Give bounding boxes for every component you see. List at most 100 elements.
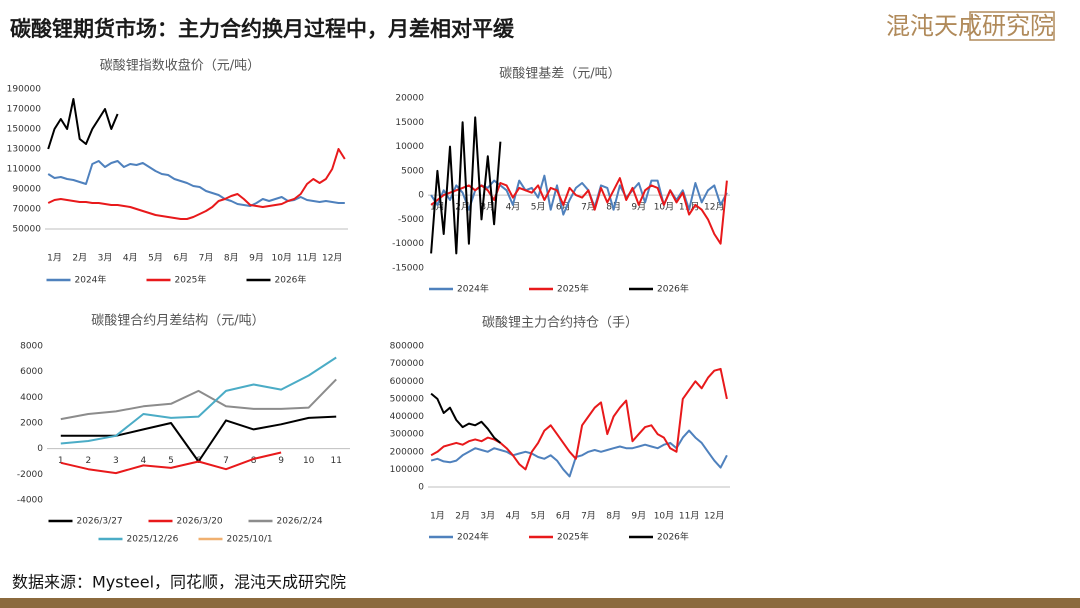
legend-label: 2026/3/20 — [177, 517, 223, 527]
y-tick-label: 400000 — [390, 412, 425, 422]
y-tick-label: 600000 — [390, 377, 425, 387]
logo: 混沌天成研究院 — [886, 12, 1054, 40]
legend-label: 2024年 — [457, 531, 489, 543]
x-tick-label: 2 — [85, 456, 91, 466]
y-tick-label: 70000 — [12, 205, 41, 215]
series-line — [60, 451, 282, 475]
x-tick-label: 6月 — [556, 511, 571, 522]
y-tick-label: 5000 — [401, 166, 424, 176]
x-tick-label: 5月 — [531, 511, 546, 522]
y-tick-label: 500000 — [390, 394, 425, 404]
x-tick-label: 2月 — [72, 253, 87, 264]
x-tick-label: 11 — [331, 456, 342, 466]
y-tick-label: 130000 — [7, 145, 42, 155]
y-tick-label: 200000 — [390, 447, 425, 457]
legend-label: 2025年 — [557, 531, 589, 543]
legend-label: 2024年 — [75, 274, 107, 286]
y-tick-label: -2000 — [17, 470, 43, 480]
y-tick-label: 8000 — [20, 342, 43, 352]
y-tick-label: 50000 — [12, 225, 41, 235]
x-tick-label: 7月 — [581, 511, 596, 522]
x-tick-label: 3月 — [480, 511, 495, 522]
x-tick-label: 6月 — [556, 202, 571, 213]
x-tick-label: 5 — [168, 456, 174, 466]
x-tick-label: 4月 — [123, 253, 138, 264]
x-tick-label: 8月 — [606, 511, 621, 522]
x-tick-label: 12月 — [704, 511, 724, 522]
y-tick-label: 0 — [37, 444, 43, 454]
legend-label: 2026/3/27 — [77, 517, 123, 527]
x-tick-label: 1月 — [430, 511, 445, 522]
x-tick-label: 12月 — [322, 253, 342, 264]
x-tick-label: 4月 — [506, 202, 521, 213]
series-line — [60, 378, 337, 421]
chart-title: 碳酸锂主力合约持仓（手） — [482, 316, 638, 331]
x-tick-label: 10月 — [654, 202, 674, 213]
legend-label: 2025年 — [175, 274, 207, 286]
series-line — [47, 160, 345, 207]
x-tick-label: 9月 — [249, 253, 264, 264]
series-line — [430, 367, 728, 471]
x-tick-label: 1 — [58, 456, 64, 466]
chart-title: 碳酸锂指数收盘价（元/吨） — [100, 58, 260, 74]
y-tick-label: -4000 — [17, 496, 43, 506]
x-tick-label: 8 — [251, 456, 257, 466]
chart-title: 碳酸锂基差（元/吨） — [499, 67, 620, 82]
series-line — [430, 116, 502, 255]
y-tick-label: 800000 — [390, 342, 425, 352]
legend-label: 2024年 — [457, 283, 489, 295]
series-line — [60, 356, 337, 445]
x-tick-label: 3月 — [98, 253, 113, 264]
x-tick-label: 4 — [141, 456, 147, 466]
x-tick-label: 10月 — [271, 253, 291, 264]
y-tick-label: 110000 — [7, 165, 42, 175]
slide-title: 碳酸锂期货市场：主力合约换月过程中，月差相对平缓 — [10, 17, 515, 41]
x-tick-label: 7 — [223, 456, 229, 466]
x-tick-label: 10 — [303, 456, 315, 466]
y-tick-label: -15000 — [392, 264, 424, 274]
x-tick-label: 12月 — [704, 202, 724, 213]
series-line — [430, 392, 502, 444]
x-tick-label: 9月 — [631, 511, 646, 522]
x-tick-label: 7月 — [199, 253, 214, 264]
y-tick-label: 170000 — [7, 105, 42, 115]
legend-label: 2026年 — [657, 531, 689, 543]
x-tick-label: 8月 — [224, 253, 239, 264]
legend-label: 2025/10/1 — [227, 535, 273, 545]
x-tick-label: 9月 — [631, 202, 646, 213]
source-note: 数据来源：Mysteel，同花顺，混沌天成研究院 — [12, 573, 346, 592]
legend-label: 2026/2/24 — [277, 517, 323, 527]
x-tick-label: 9 — [278, 456, 284, 466]
x-tick-label: 1月 — [430, 202, 445, 213]
x-tick-label: 5月 — [148, 253, 163, 264]
x-tick-label: 2月 — [455, 511, 470, 522]
legend-label: 2025年 — [557, 283, 589, 295]
x-tick-label: 11月 — [297, 253, 317, 264]
y-tick-label: 700000 — [390, 359, 425, 369]
series-line — [47, 98, 119, 150]
x-tick-label: 11月 — [679, 511, 699, 522]
y-tick-label: 190000 — [7, 85, 42, 95]
x-tick-label: 5月 — [531, 202, 546, 213]
x-tick-label: 4月 — [506, 511, 521, 522]
x-tick-label: 3月 — [480, 202, 495, 213]
y-tick-label: 10000 — [395, 142, 424, 152]
legend-label: 2026年 — [275, 274, 307, 286]
y-tick-label: 6000 — [20, 367, 43, 377]
y-tick-label: 2000 — [20, 419, 43, 429]
y-tick-label: 20000 — [395, 94, 424, 104]
x-tick-label: 1月 — [47, 253, 62, 264]
y-tick-label: 100000 — [390, 465, 425, 475]
x-tick-label: 10月 — [654, 511, 674, 522]
y-tick-label: -10000 — [392, 239, 424, 249]
x-tick-label: 2月 — [455, 202, 470, 213]
y-tick-label: 4000 — [20, 393, 43, 403]
legend-label: 2026年 — [657, 283, 689, 295]
logo-box — [969, 11, 1055, 41]
x-tick-label: 3 — [113, 456, 119, 466]
y-tick-label: 0 — [418, 483, 424, 493]
y-tick-label: 0 — [418, 191, 424, 201]
y-tick-label: 300000 — [390, 430, 425, 440]
y-tick-label: -5000 — [398, 215, 424, 225]
footer-bar — [0, 598, 1080, 608]
